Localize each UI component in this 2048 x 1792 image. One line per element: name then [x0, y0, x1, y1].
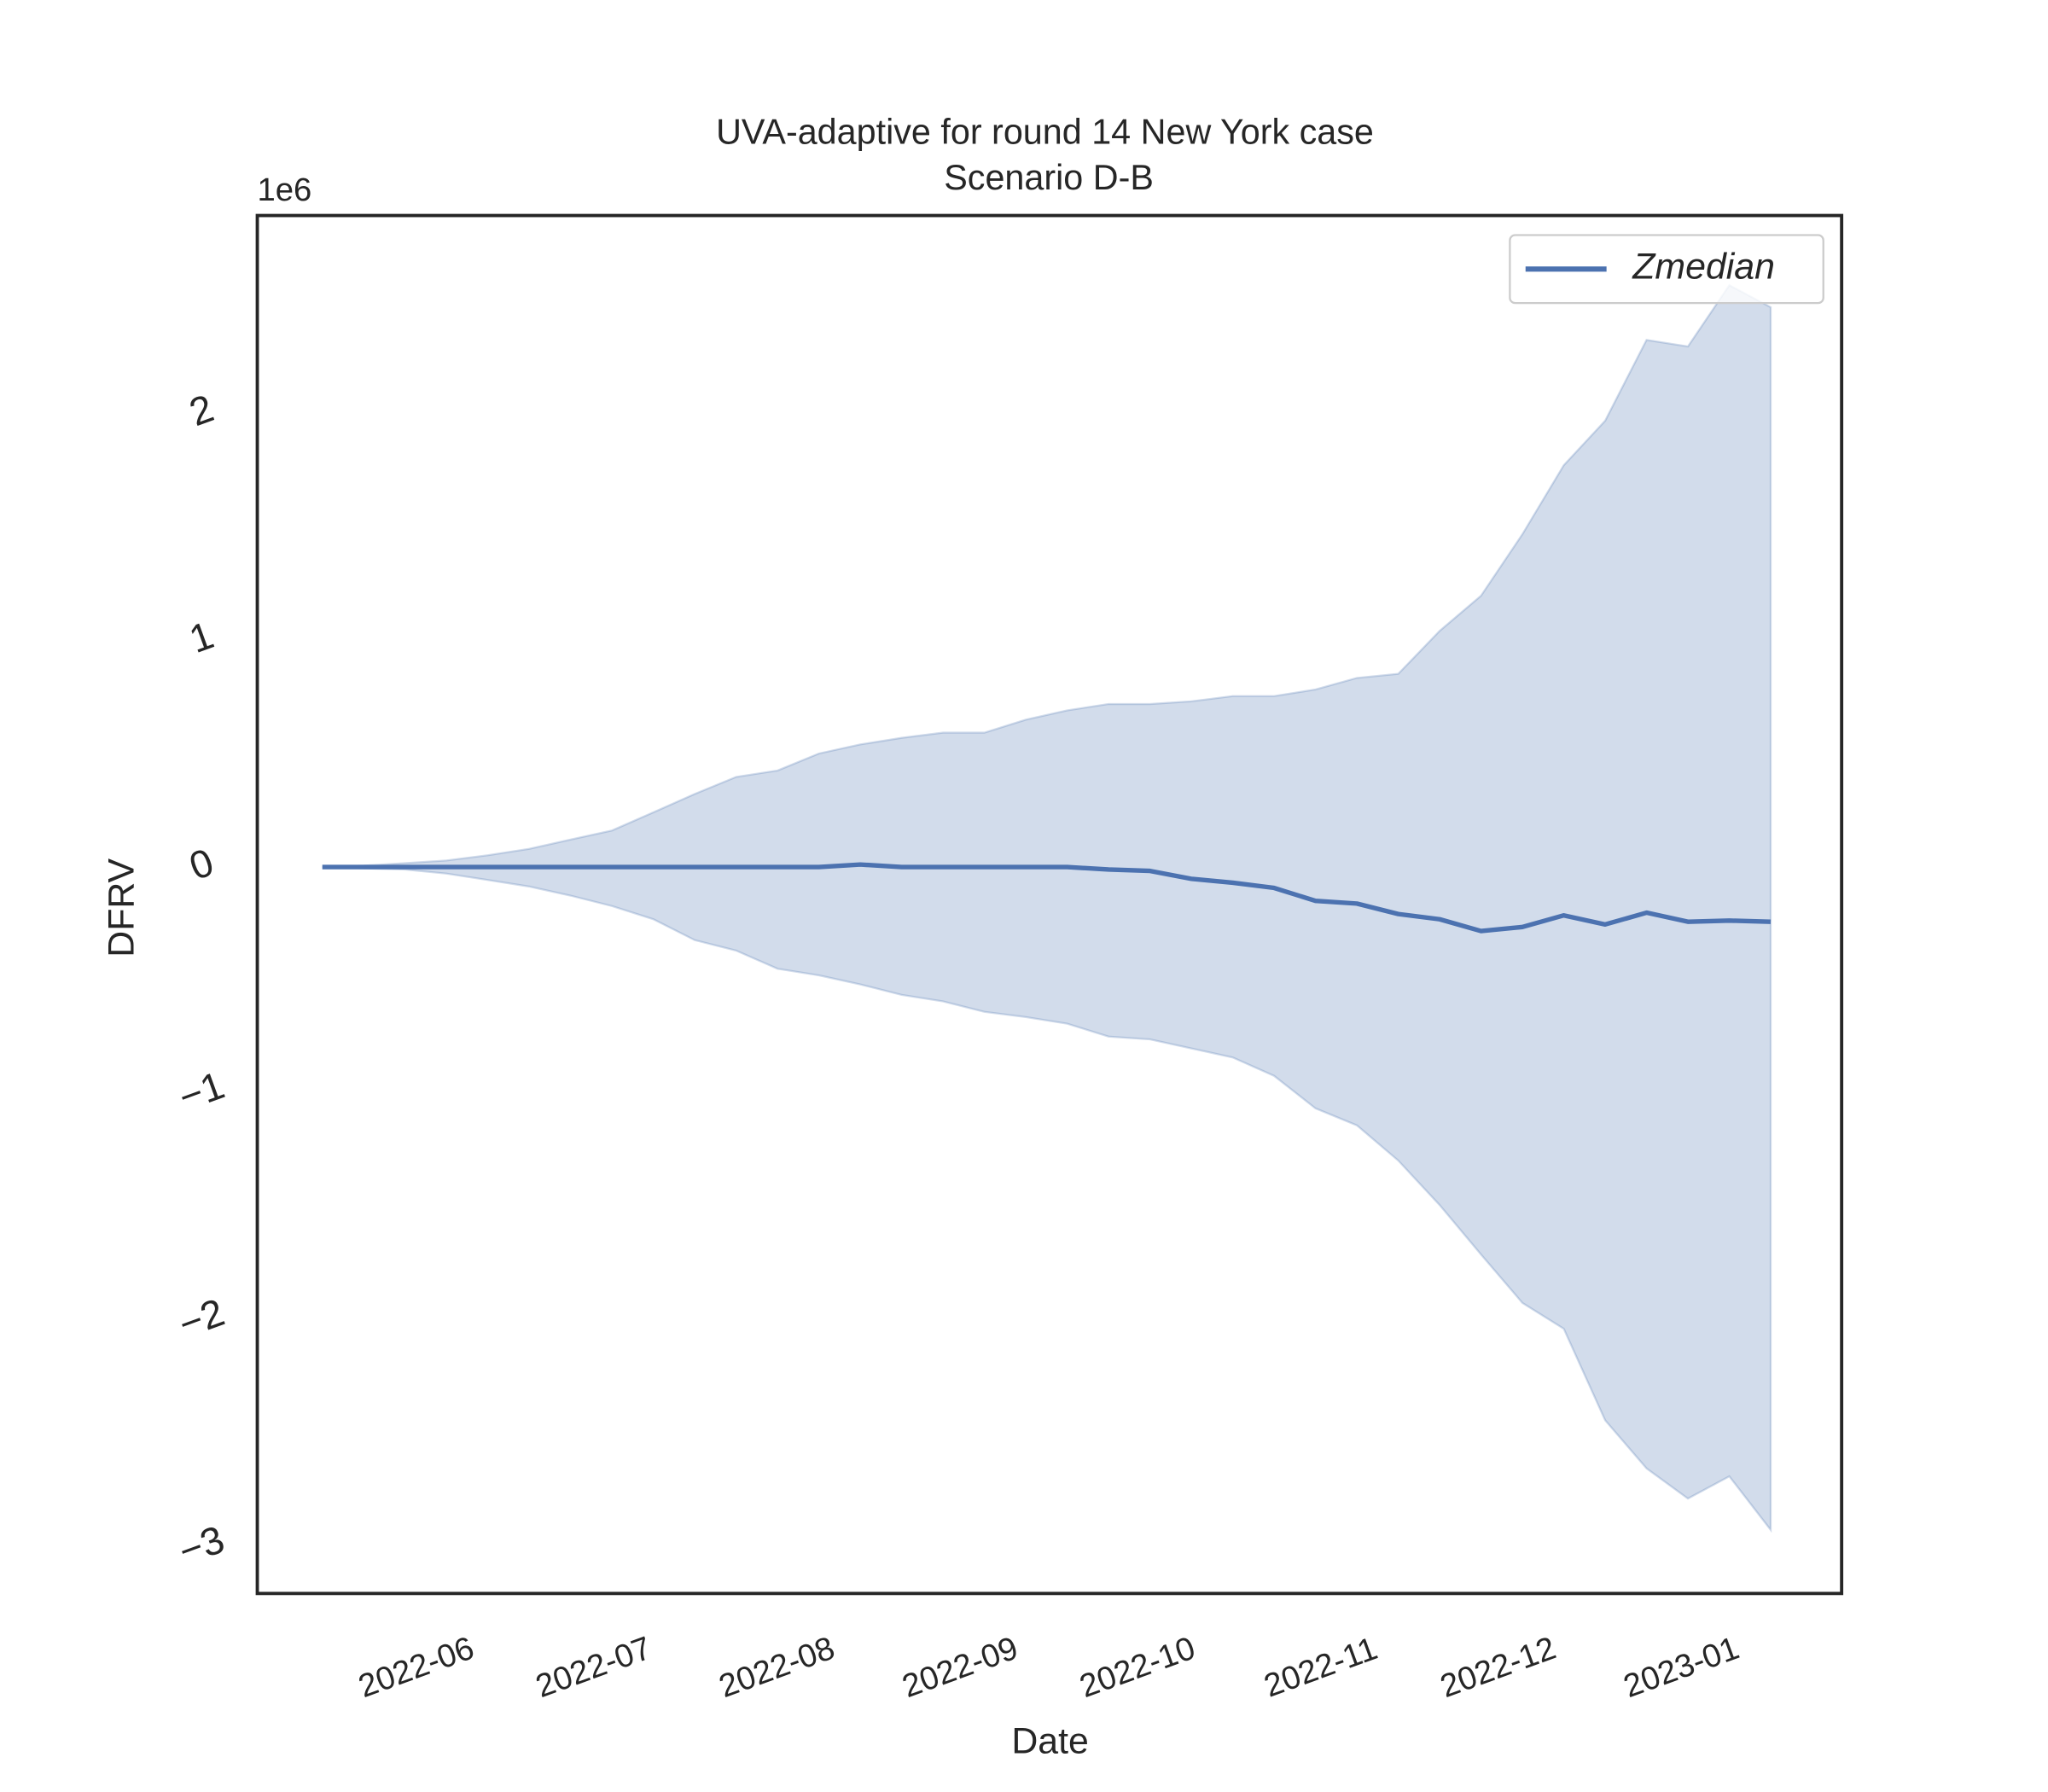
x-axis-label: Date [1011, 1721, 1089, 1762]
chart-subtitle: Scenario D-B [944, 158, 1154, 197]
x-tick-label: 2022-06 [353, 1630, 479, 1705]
confidence-band [322, 283, 1772, 1533]
x-tick-label: 2022-12 [1435, 1630, 1561, 1705]
x-tick-label: 2023-01 [1619, 1630, 1744, 1705]
legend-label: Zmedian [1632, 247, 1775, 288]
x-tick-label: 2022-08 [714, 1630, 840, 1705]
x-tick-label: 2022-11 [1260, 1630, 1382, 1704]
y-tick-label: −1 [172, 1062, 230, 1120]
y-tick-label: 0 [183, 840, 219, 889]
x-tick-label: 2022-09 [898, 1630, 1023, 1705]
legend-box [1509, 234, 1824, 305]
chart-title: UVA-adaptive for round 14 New York case [716, 113, 1374, 152]
y-axis-label: DFRV [102, 858, 143, 957]
y-offset-label: 1e6 [258, 172, 312, 208]
x-tick-label: 2022-10 [1075, 1630, 1201, 1705]
x-tick-label: 2022-07 [531, 1630, 656, 1705]
plot-frame [255, 213, 1844, 1596]
y-tick-label: 1 [183, 613, 219, 662]
y-tick-label: 2 [183, 386, 219, 435]
y-tick-label: −3 [172, 1516, 230, 1574]
median-line [322, 862, 1772, 934]
y-tick-label: −2 [172, 1289, 230, 1347]
